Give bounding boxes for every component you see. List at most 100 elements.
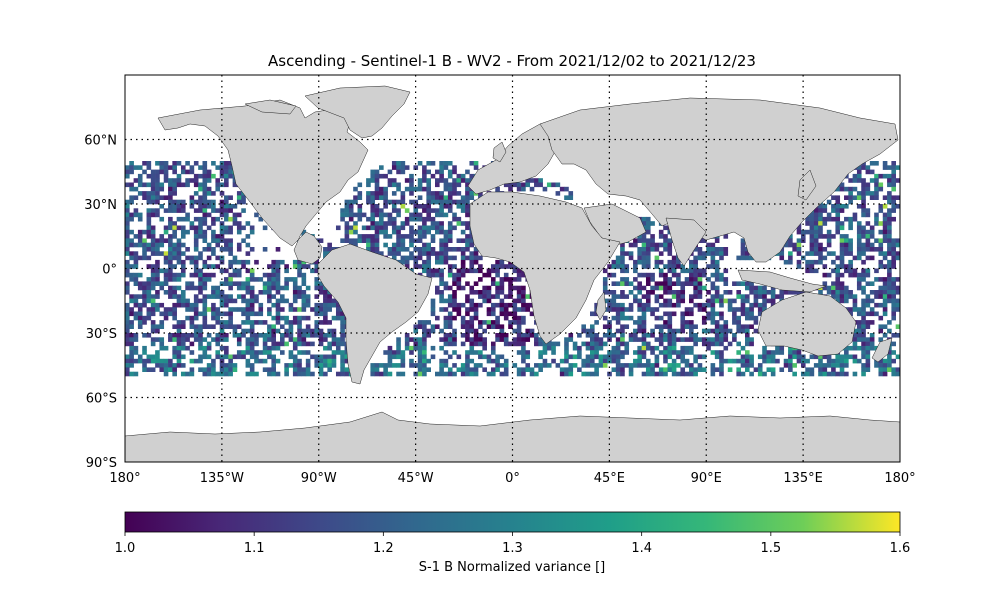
heatmap-cell [516, 182, 522, 188]
heatmap-cell [895, 367, 900, 372]
heatmap-cell [508, 290, 513, 295]
heatmap-cell [680, 337, 686, 342]
heatmap-cell [202, 350, 208, 355]
heatmap-cell [387, 212, 393, 218]
heatmap-cell [736, 281, 741, 286]
heatmap-cell [641, 264, 647, 269]
heatmap-cell [357, 208, 363, 213]
heatmap-cell [426, 191, 431, 196]
heatmap-cell [693, 302, 698, 308]
heatmap-cell [878, 251, 884, 256]
heatmap-cell [228, 264, 233, 269]
heatmap-cell [202, 169, 208, 175]
heatmap-cell [499, 324, 505, 329]
new-zealand [871, 337, 893, 363]
lon-tick-label: 45°E [594, 471, 625, 486]
heatmap-cell [206, 264, 212, 269]
heatmap-cell [185, 212, 190, 218]
heatmap-cell [835, 199, 841, 205]
heatmap-cell [714, 298, 720, 304]
heatmap-cell [822, 255, 828, 261]
heatmap-cell [456, 247, 462, 252]
heatmap-cell [602, 290, 608, 295]
heatmap-cell [422, 371, 427, 377]
heatmap-cell [172, 367, 177, 372]
heatmap-cell [654, 358, 660, 364]
heatmap-cell [137, 354, 143, 360]
heatmap-cell [809, 367, 815, 372]
heatmap-cell [323, 337, 328, 342]
heatmap-cell [275, 328, 281, 334]
heatmap-cell [323, 285, 328, 291]
heatmap-cell [314, 281, 320, 286]
heatmap-cell [835, 354, 841, 360]
heatmap-cell [856, 165, 862, 170]
heatmap-cell [637, 358, 642, 364]
heatmap-cell [654, 242, 660, 248]
heatmap-cell [749, 255, 754, 261]
heatmap-cell [848, 195, 853, 200]
heatmap-cell [852, 302, 858, 308]
heatmap-cell [146, 199, 152, 205]
heatmap-cell [439, 229, 444, 235]
heatmap-cell [327, 354, 332, 360]
heatmap-cell [590, 358, 595, 364]
heatmap-cell [236, 259, 242, 265]
heatmap-cell [310, 341, 315, 347]
heatmap-cell [607, 371, 612, 377]
heatmap-cell [684, 363, 690, 368]
heatmap-cell [602, 363, 608, 368]
heatmap-cell [189, 285, 195, 291]
heatmap-cell [521, 182, 526, 188]
heatmap-cell [839, 238, 845, 243]
heatmap-cell [693, 354, 698, 360]
heatmap-cell [129, 320, 134, 325]
heatmap-cell [701, 341, 707, 347]
heatmap-cell [465, 298, 470, 304]
heatmap-cell [633, 298, 638, 304]
heatmap-cell [658, 251, 664, 256]
heatmap-cell [176, 259, 182, 265]
heatmap-cell [426, 358, 431, 364]
heatmap-cell [396, 354, 401, 360]
heatmap-cell [887, 367, 892, 372]
heatmap-cell [280, 285, 285, 291]
heatmap-cell [241, 320, 246, 325]
heatmap-cell [710, 367, 716, 372]
heatmap-cell [818, 204, 823, 209]
heatmap-cell [740, 354, 746, 360]
heatmap-cell [168, 363, 173, 368]
heatmap-cell [176, 277, 182, 282]
heatmap-cell [749, 307, 754, 312]
heatmap-cell [852, 371, 858, 377]
heatmap-cell [594, 367, 599, 372]
heatmap-cell [525, 182, 531, 188]
heatmap-cell [839, 290, 845, 295]
heatmap-cell [469, 264, 475, 269]
heatmap-cell [297, 350, 302, 355]
heatmap-cell [430, 208, 436, 213]
heatmap-cell [180, 264, 186, 269]
heatmap-cell [189, 324, 195, 329]
heatmap-cell [740, 311, 746, 317]
heatmap-cell [749, 324, 754, 329]
heatmap-cell [680, 311, 686, 317]
heatmap-cell [245, 341, 251, 347]
heatmap-cell [241, 307, 246, 312]
heatmap-cell [508, 186, 513, 192]
heatmap-cell [168, 255, 173, 261]
heatmap-cell [314, 294, 320, 299]
heatmap-cell [176, 272, 182, 278]
heatmap-cell [163, 358, 169, 364]
heatmap-cell [409, 229, 414, 235]
heatmap-cell [542, 363, 548, 368]
heatmap-cell [155, 247, 160, 252]
heatmap-cell [473, 363, 479, 368]
heatmap-cell [620, 259, 625, 265]
heatmap-cell [460, 285, 466, 291]
heatmap-cell [723, 281, 729, 286]
heatmap-cell [620, 302, 625, 308]
heatmap-cell [693, 264, 698, 269]
heatmap-cell [435, 221, 440, 226]
heatmap-cell [508, 320, 513, 325]
